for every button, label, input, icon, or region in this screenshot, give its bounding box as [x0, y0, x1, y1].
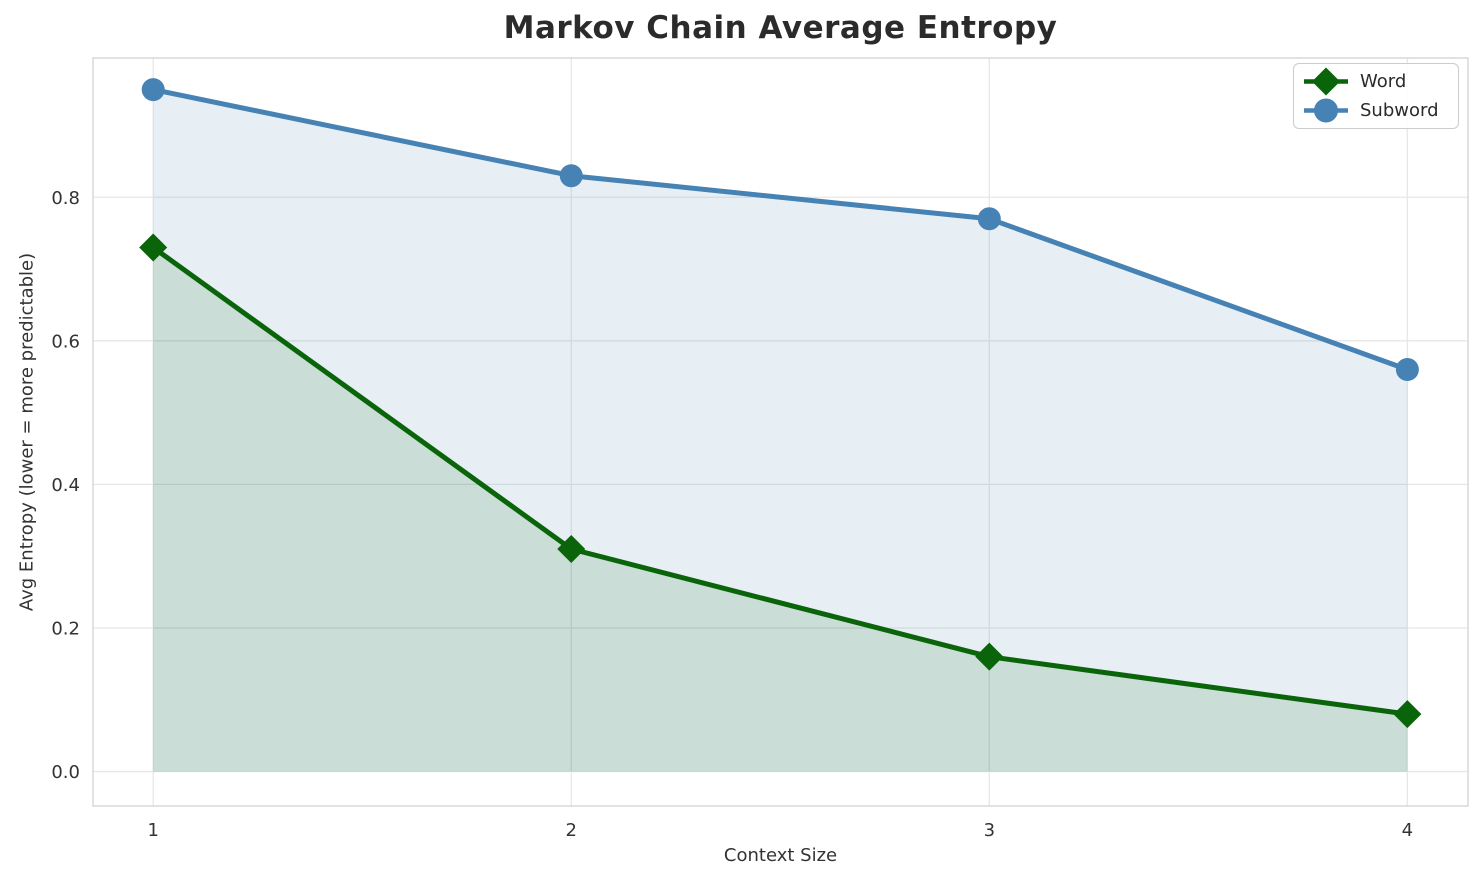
word-point: [139, 233, 168, 262]
y-tick-label: 0.0: [51, 762, 80, 783]
x-tick-label: 1: [147, 820, 158, 841]
word-area-fill: [153, 247, 1408, 772]
subword-point: [141, 78, 165, 102]
word-point: [975, 642, 1004, 671]
x-tick-label: 2: [566, 820, 577, 841]
subword-point: [1395, 358, 1419, 382]
y-tick-label: 0.2: [51, 618, 80, 639]
subword-circle-marker-icon: [1304, 98, 1348, 123]
y-tick-label: 0.8: [51, 188, 80, 209]
y-tick-label: 0.4: [51, 475, 80, 496]
plot-border: [92, 57, 1469, 807]
word-point: [1393, 700, 1422, 729]
word-point: [557, 535, 586, 564]
subword-line: [152, 87, 1409, 372]
subword-point: [559, 164, 583, 188]
x-tick-label: 3: [984, 820, 995, 841]
word-diamond-marker-icon: [1304, 67, 1348, 96]
subword-area-fill: [153, 89, 1408, 772]
legend-item-label: Subword: [1360, 100, 1439, 121]
word-line: [151, 245, 1408, 717]
y-tick-label: 0.6: [51, 331, 80, 352]
legend-item-label: Word: [1360, 71, 1407, 92]
x-tick-label: 4: [1402, 820, 1413, 841]
x-axis-label: Context Size: [723, 845, 838, 866]
legend-item-subword: Subword: [1302, 96, 1448, 125]
legend-item-word: Word: [1302, 67, 1448, 96]
chart-title: Markov Chain Average Entropy: [503, 10, 1058, 46]
legend: Word Subword: [1293, 63, 1459, 129]
subword-point: [977, 207, 1001, 231]
